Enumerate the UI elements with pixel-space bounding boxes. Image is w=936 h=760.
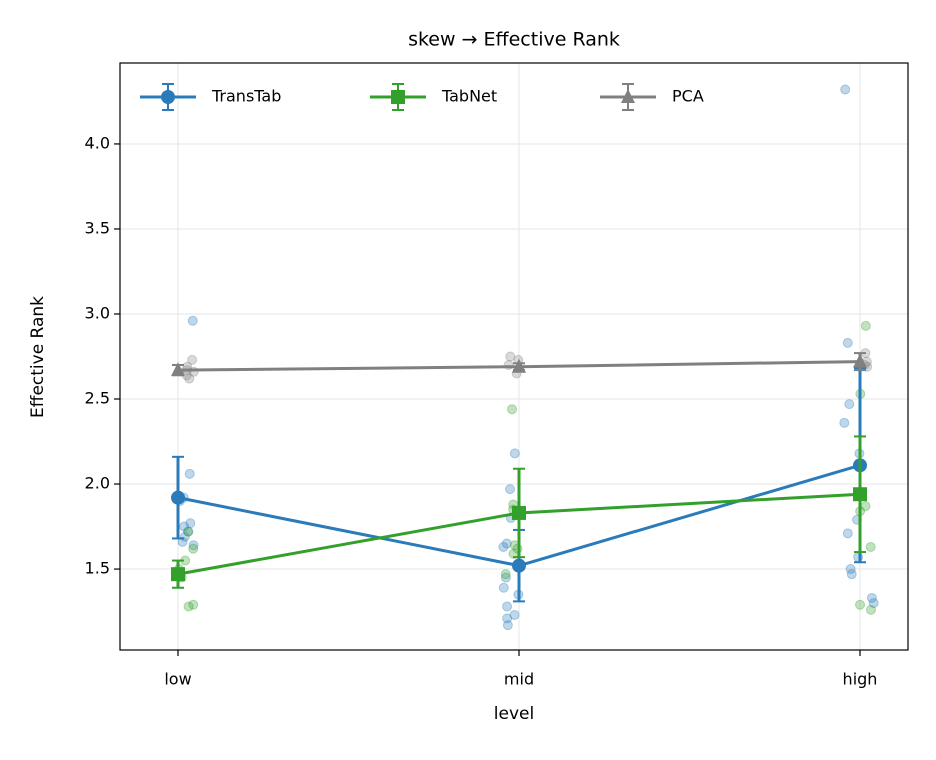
raw-point	[177, 536, 188, 547]
raw-point	[185, 518, 196, 529]
raw-point	[188, 599, 199, 610]
raw-point	[855, 599, 866, 610]
x-tick-label: mid	[504, 670, 534, 689]
raw-point	[507, 404, 518, 415]
marker	[171, 567, 185, 582]
raw-point	[187, 315, 198, 326]
raw-point	[500, 569, 511, 580]
raw-point	[502, 620, 513, 631]
raw-point	[188, 540, 199, 551]
y-tick-label: 3.0	[85, 303, 110, 322]
raw-point	[498, 582, 509, 593]
marker	[171, 490, 185, 505]
raw-point	[842, 337, 853, 348]
x-axis-label: level	[494, 704, 534, 724]
raw-point	[842, 528, 853, 539]
y-tick-label: 2.0	[85, 474, 110, 493]
raw-point	[179, 521, 190, 532]
raw-point	[846, 569, 857, 580]
marker	[171, 362, 185, 377]
raw-point	[868, 598, 879, 609]
y-axis-label: Effective Rank	[28, 296, 48, 418]
raw-point	[844, 399, 855, 410]
x-tick-label: low	[164, 670, 191, 689]
plot-frame	[119, 62, 909, 651]
raw-point	[860, 320, 871, 331]
raw-point	[865, 604, 876, 615]
raw-point	[182, 526, 193, 537]
y-tick-label: 3.5	[85, 218, 110, 237]
raw-point	[845, 564, 856, 575]
legend-label: TransTab	[211, 87, 281, 106]
raw-point	[505, 484, 516, 495]
raw-point	[502, 601, 513, 612]
raw-point	[839, 417, 850, 428]
x-tick-label: high	[843, 670, 878, 689]
marker	[853, 353, 867, 368]
legend-label: TabNet	[441, 87, 497, 106]
raw-point	[500, 572, 511, 583]
marker	[161, 90, 175, 104]
marker	[512, 505, 526, 520]
marker	[512, 358, 526, 373]
y-tick-label: 4.0	[85, 133, 110, 152]
raw-point	[866, 592, 877, 603]
raw-point	[184, 373, 195, 384]
y-tick-label: 1.5	[85, 559, 110, 578]
marker	[391, 90, 405, 104]
raw-point	[505, 351, 516, 362]
raw-point	[183, 601, 194, 612]
raw-point	[188, 543, 199, 554]
raw-point	[840, 84, 851, 95]
raw-point	[502, 613, 513, 624]
raw-point	[183, 526, 194, 537]
raw-point	[865, 541, 876, 552]
marker	[853, 487, 867, 502]
raw-point	[498, 541, 509, 552]
raw-point	[509, 448, 520, 459]
marker	[621, 89, 635, 103]
raw-point	[184, 468, 195, 479]
marker	[512, 558, 526, 573]
raw-point	[509, 609, 520, 620]
legend-label: PCA	[672, 87, 704, 106]
chart-title: skew → Effective Rank	[408, 29, 620, 51]
y-tick-label: 2.5	[85, 389, 110, 408]
raw-point	[501, 538, 512, 549]
raw-point	[187, 354, 198, 365]
